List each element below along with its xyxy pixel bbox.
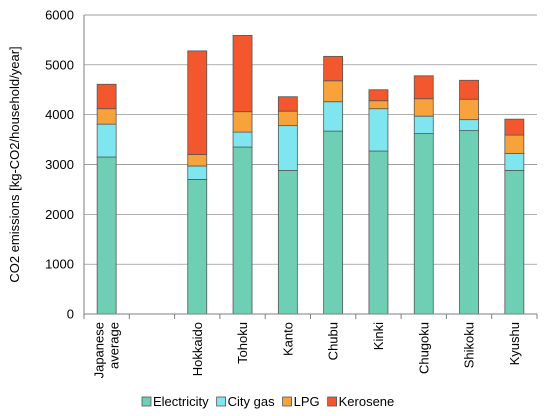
- x-tick-label-line: Kinki: [371, 322, 386, 350]
- x-tick-label-line: Chubu: [326, 322, 341, 360]
- bar-segment-lpg: [413, 98, 434, 117]
- x-tick-label-line: Hokkaido: [190, 322, 205, 376]
- x-tick-label: Shikoku: [462, 322, 477, 368]
- x-tick-label: Kyushu: [507, 322, 522, 365]
- bar-segment-city-gas: [368, 108, 389, 152]
- bar-segment-lpg: [323, 80, 344, 103]
- x-tick-label: Kinki: [371, 322, 386, 350]
- bar-segment-kerosene: [96, 83, 117, 110]
- bar-segment-city-gas: [504, 153, 525, 171]
- x-tick-label: Tohoku: [235, 322, 250, 364]
- y-tick-label: 5000: [45, 57, 74, 72]
- bar-segment-electricity: [323, 130, 344, 315]
- bar-segment-electricity: [413, 133, 434, 315]
- legend-label: LPG: [294, 394, 320, 409]
- bar-segment-electricity: [459, 130, 479, 315]
- bars: [96, 35, 525, 315]
- bar-segment-electricity: [368, 150, 389, 315]
- x-tick-label-line: Tohoku: [235, 322, 250, 364]
- x-tick-label-line: Kanto: [280, 322, 295, 356]
- bar-segment-city-gas: [277, 125, 298, 171]
- x-tick-label: Japanese average: [92, 322, 122, 378]
- x-tick-label: Hokkaido: [190, 322, 205, 376]
- bar-segment-lpg: [187, 154, 208, 167]
- bar-segment-electricity: [504, 170, 525, 315]
- bar-segment-kerosene: [232, 35, 253, 113]
- y-tick-label: 3000: [45, 157, 74, 172]
- y-tick-label: 4000: [45, 107, 74, 122]
- legend-label: Kerosene: [339, 394, 395, 409]
- y-tick-label: 2000: [45, 207, 74, 222]
- bar-segment-electricity: [277, 170, 298, 315]
- bar-segment-lpg: [504, 134, 525, 154]
- bar-segment-city-gas: [459, 119, 479, 132]
- x-tick-label-line: Japanese: [92, 322, 107, 378]
- x-tick-label-line: Kyushu: [507, 322, 522, 365]
- legend-swatch: [327, 396, 338, 407]
- x-tick-label: Kanto: [280, 322, 295, 356]
- legend-swatch: [216, 396, 227, 407]
- bar-segment-city-gas: [413, 115, 434, 135]
- legend-swatch: [141, 396, 152, 407]
- bar-segment-lpg: [368, 100, 389, 110]
- legend-swatch: [282, 396, 292, 407]
- bar-segment-city-gas: [232, 131, 253, 148]
- bar-segment-kerosene: [459, 79, 479, 100]
- bar-segment-electricity: [96, 156, 117, 315]
- legend-label: City gas: [228, 394, 275, 409]
- legend-item: LPG: [282, 394, 320, 409]
- bar-segment-city-gas: [187, 165, 208, 180]
- legend-label: Electricity: [153, 394, 209, 409]
- bar-segment-kerosene: [368, 89, 389, 102]
- legend-item: Electricity: [141, 394, 209, 409]
- bar-segment-city-gas: [96, 123, 117, 158]
- legend-item: City gas: [216, 394, 275, 409]
- bar-segment-lpg: [459, 98, 479, 121]
- bar-segment-city-gas: [323, 101, 344, 132]
- bar-segment-kerosene: [323, 55, 344, 82]
- x-tick-label-line: Chugoku: [416, 322, 431, 374]
- x-tick-label: Chugoku: [416, 322, 431, 374]
- y-tick-label: 0: [67, 307, 74, 322]
- bar-segment-lpg: [96, 108, 117, 125]
- bar-segment-electricity: [187, 179, 208, 315]
- x-tick-label-line: Shikoku: [462, 322, 477, 368]
- bar-segment-kerosene: [413, 75, 434, 100]
- bar-segment-kerosene: [187, 50, 208, 155]
- bar-segment-kerosene: [277, 96, 298, 112]
- bar-segment-kerosene: [504, 118, 525, 136]
- x-tick-label-line: average: [107, 322, 122, 369]
- x-tick-labels: Japanese average Hokkaido Tohoku Kanto Chubu K…: [92, 322, 522, 378]
- axes: [83, 15, 538, 319]
- legend: Electricity City gas LPG Kerosene: [141, 394, 395, 409]
- bar-segment-electricity: [232, 146, 253, 315]
- legend-item: Kerosene: [327, 394, 395, 409]
- y-tick-labels: 0 1000 2000 3000 4000 5000 6000: [45, 8, 74, 322]
- bar-segment-lpg: [232, 111, 253, 133]
- bar-segment-lpg: [277, 110, 298, 127]
- y-tick-label: 1000: [45, 257, 74, 272]
- y-axis-label: CO2 emissions [kg-CO2/household/year]: [7, 46, 22, 282]
- x-tick-label: Chubu: [326, 322, 341, 360]
- y-tick-label: 6000: [45, 8, 74, 23]
